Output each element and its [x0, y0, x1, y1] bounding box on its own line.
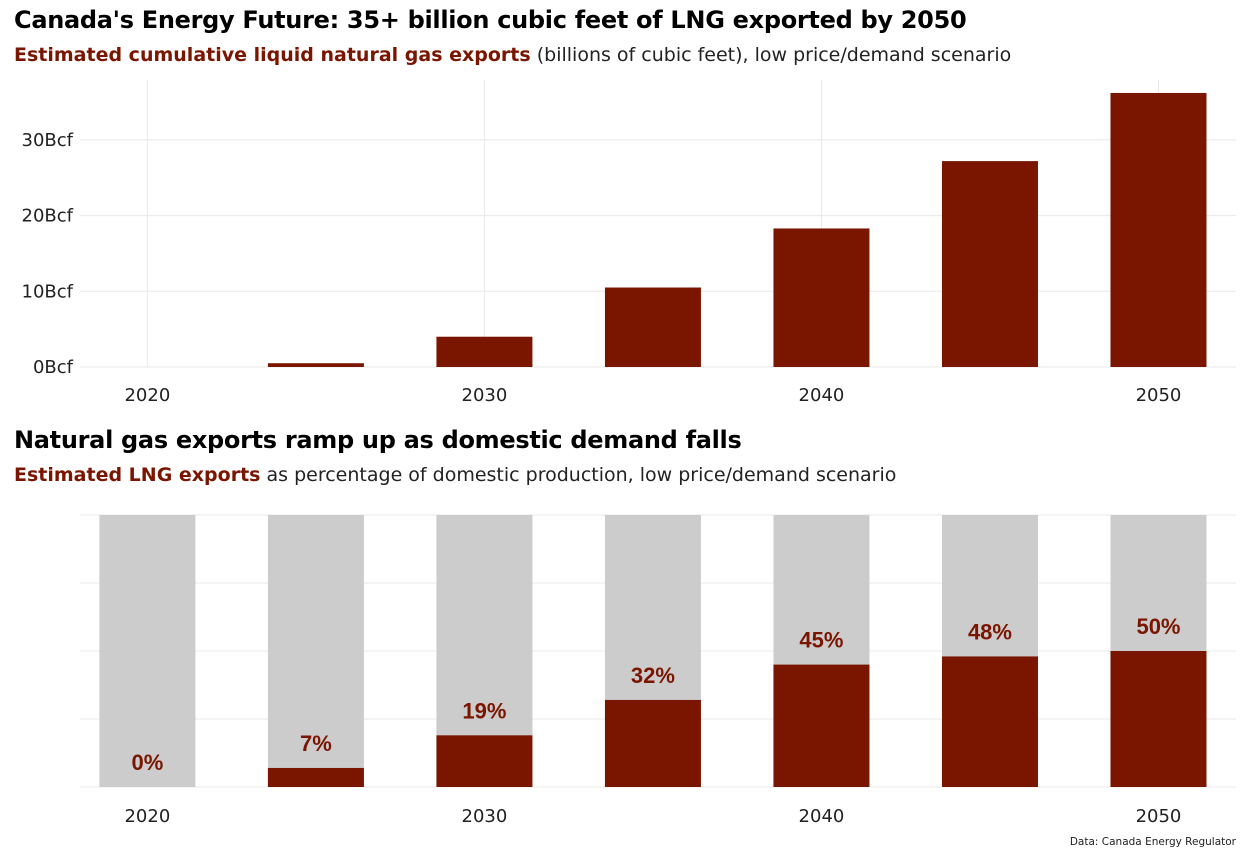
chart1-subtitle: Estimated cumulative liquid natural gas … — [14, 44, 1011, 66]
chart2-bar-exports — [941, 656, 1038, 787]
chart2-title: Natural gas exports ramp up as domestic … — [14, 426, 742, 454]
chart1-ytick-label: 10Bcf — [22, 281, 74, 302]
chart2-subtitle-rest: as percentage of domestic production, lo… — [260, 464, 897, 486]
chart1-bar — [1110, 92, 1207, 367]
chart1-xtick-label: 2050 — [1136, 385, 1182, 406]
chart2-subtitle: Estimated LNG exports as percentage of d… — [14, 464, 896, 486]
chart2-bar-label: 32% — [631, 663, 675, 688]
chart1-subtitle-rest: (billions of cubic feet), low price/dema… — [530, 44, 1012, 66]
chart1-ytick-label: 0Bcf — [33, 357, 74, 378]
chart1-title: Canada's Energy Future: 35+ billion cubi… — [14, 6, 967, 34]
chart1-bar — [604, 287, 701, 367]
chart1-bar — [436, 336, 533, 367]
chart1-ytick-label: 30Bcf — [22, 130, 74, 151]
chart1-bar — [773, 228, 870, 367]
chart2-bar-label: 7% — [300, 731, 332, 756]
chart2-plot: 0% 7% 19% 32% 45% 48% 50% 2020 2030 2040 2050 — [80, 514, 1236, 827]
chart2-bar-label: 48% — [968, 619, 1012, 644]
chart2-bar-total — [267, 515, 364, 787]
chart1-ytick-label: 20Bcf — [22, 206, 74, 227]
chart2-bar-exports — [436, 735, 533, 787]
chart1-xtick-label: 2020 — [124, 385, 170, 406]
chart2-xtick-label: 2040 — [799, 806, 845, 827]
chart2-bar-exports — [604, 699, 701, 787]
chart2-xtick-label: 2030 — [462, 806, 508, 827]
chart1-xtick-label: 2040 — [799, 385, 845, 406]
chart1-xtick-label: 2030 — [462, 385, 508, 406]
chart2-bar-label: 0% — [132, 750, 164, 775]
chart2-xtick-label: 2050 — [1136, 806, 1182, 827]
chart2-bar-total — [99, 515, 196, 787]
chart2-bar-label: 45% — [799, 628, 843, 653]
source-note: Data: Canada Energy Regulator — [1069, 836, 1236, 848]
chart2-bar-exports — [1110, 651, 1207, 787]
chart2-bar-label: 19% — [462, 698, 506, 723]
chart2-bar-label: 50% — [1136, 614, 1180, 639]
chart1-subtitle-highlight: Estimated cumulative liquid natural gas … — [14, 44, 531, 66]
chart2-subtitle-highlight: Estimated LNG exports — [14, 464, 261, 486]
chart2-bar-exports — [267, 767, 364, 787]
chart2-bar-exports — [773, 664, 870, 787]
chart1-bar — [941, 161, 1038, 367]
chart1-plot: 0Bcf 10Bcf 20Bcf 30Bcf 2020 2030 2040 2050 — [22, 80, 1236, 406]
chart1-bar — [267, 363, 364, 367]
chart2-xtick-label: 2020 — [124, 806, 170, 827]
